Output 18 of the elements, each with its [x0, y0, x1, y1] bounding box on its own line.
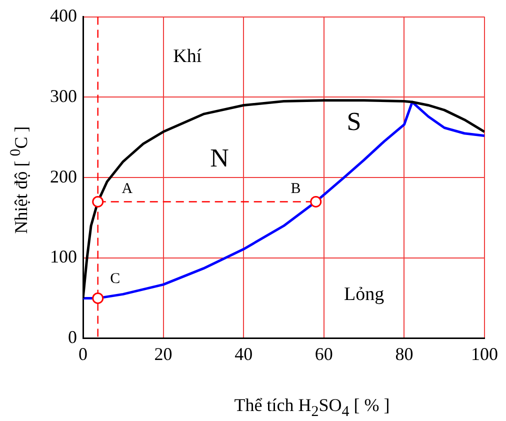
annotation: B	[290, 180, 301, 197]
x-tick-label: 20	[154, 344, 172, 364]
x-tick-label: 100	[471, 344, 498, 364]
annotation: A	[122, 180, 133, 197]
annotation: Khí	[173, 46, 202, 67]
annotation: C	[110, 270, 120, 287]
y-tick-label: 200	[50, 166, 77, 186]
annotation: S	[346, 106, 362, 136]
annotation: Lỏng	[344, 284, 385, 305]
y-tick-label: 400	[50, 6, 77, 26]
y-tick-label: 100	[50, 246, 77, 267]
y-tick-label: 0	[68, 327, 77, 348]
y-tick-label: 300	[50, 86, 77, 106]
x-axis-title: Thể tích H$_{2}$SO$_{4}$ [ % ]	[234, 395, 390, 421]
x-tick-label: 40	[234, 344, 253, 364]
x-tick-label: 80	[395, 344, 414, 364]
annotation: N	[210, 144, 230, 173]
x-tick-label: 60	[314, 344, 333, 364]
